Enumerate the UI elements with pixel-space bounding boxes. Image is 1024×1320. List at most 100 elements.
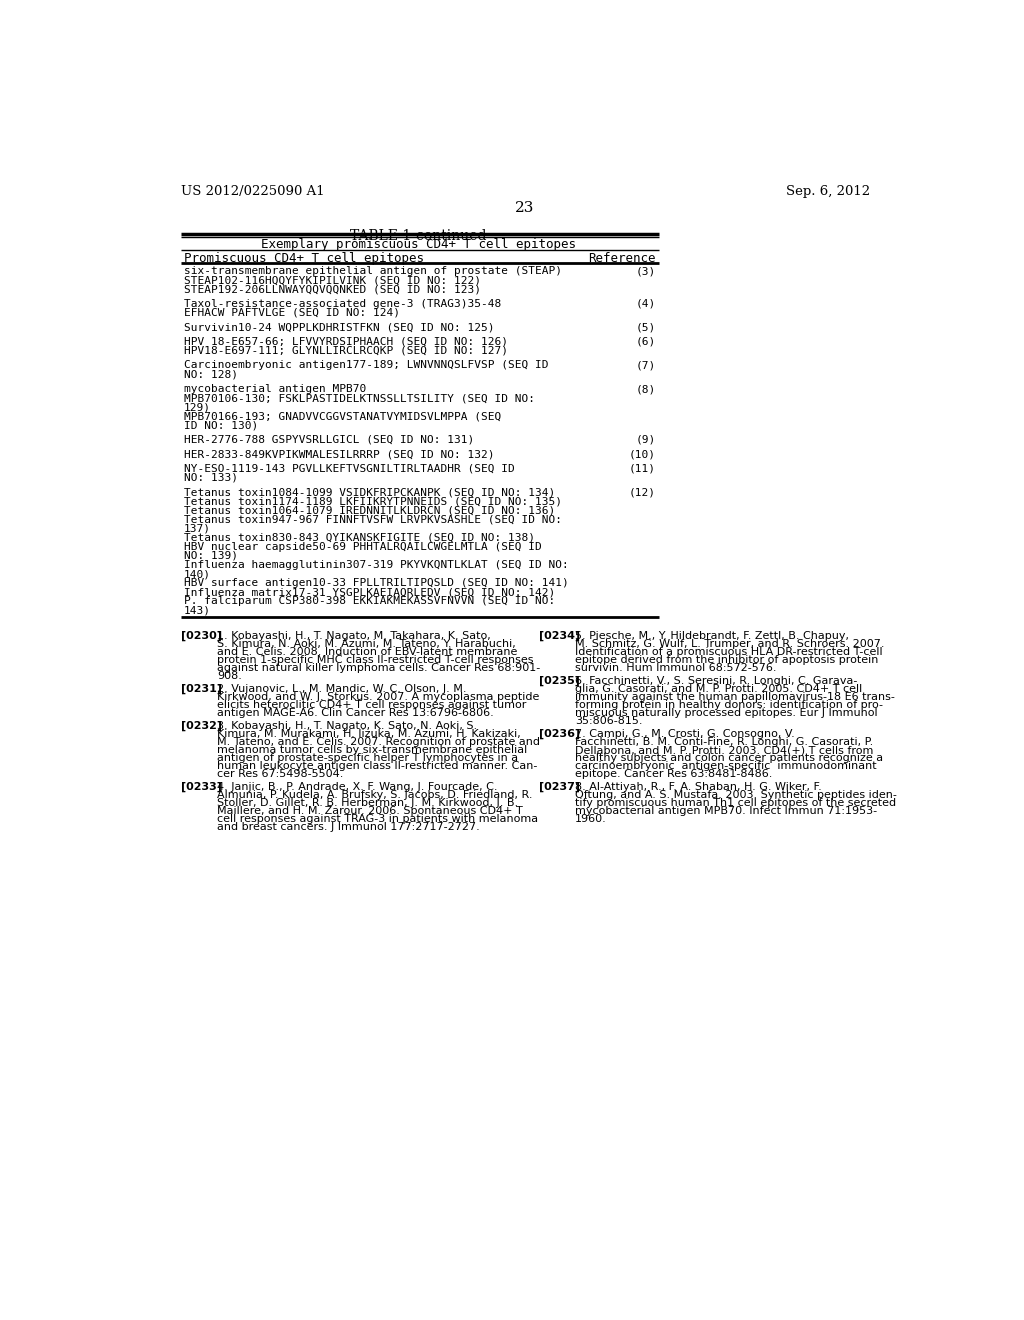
Text: healthy subjects and colon cancer patients recognize a: healthy subjects and colon cancer patien… (575, 754, 884, 763)
Text: carcinoembryonic  antigen-specific  immunodominant: carcinoembryonic antigen-specific immuno… (575, 762, 877, 771)
Text: mycobacterial antigen MPB70: mycobacterial antigen MPB70 (183, 384, 366, 393)
Text: antigen of prostate-specific helper T lymphocytes in a: antigen of prostate-specific helper T ly… (217, 754, 518, 763)
Text: HPV18-E697-111; GLYNLLIRCLRCQKP (SEQ ID NO: 127): HPV18-E697-111; GLYNLLIRCLRCQKP (SEQ ID … (183, 346, 508, 356)
Text: 908.: 908. (217, 671, 242, 681)
Text: US 2012/0225090 A1: US 2012/0225090 A1 (180, 185, 325, 198)
Text: Influenza matrix17-31 YSGPLKAEIAQRLEDV (SEQ ID NO: 142): Influenza matrix17-31 YSGPLKAEIAQRLEDV (… (183, 587, 555, 597)
Text: S. Kimura, N. Aoki, M. Azumi, M. Tateno, Y. Harabuchi,: S. Kimura, N. Aoki, M. Azumi, M. Tateno,… (217, 639, 516, 649)
Text: [0232]: [0232] (180, 721, 222, 731)
Text: cer Res 67:5498-5504.: cer Res 67:5498-5504. (217, 770, 343, 779)
Text: HER-2776-788 GSPYVSRLLGICL (SEQ ID NO: 131): HER-2776-788 GSPYVSRLLGICL (SEQ ID NO: 1… (183, 434, 474, 445)
Text: EFHACW PAFTVLGE (SEQ ID NO: 124): EFHACW PAFTVLGE (SEQ ID NO: 124) (183, 308, 399, 318)
Text: [0236]: [0236] (539, 729, 580, 739)
Text: Survivin10-24 WQPPLKDHRISTFKN (SEQ ID NO: 125): Survivin10-24 WQPPLKDHRISTFKN (SEQ ID NO… (183, 322, 495, 333)
Text: against natural killer lymphoma cells. Cancer Res 68:901-: against natural killer lymphoma cells. C… (217, 663, 541, 673)
Text: 7. Campi, G., M. Crosti, G. Consogno, V.: 7. Campi, G., M. Crosti, G. Consogno, V. (575, 729, 795, 739)
Text: survivin. Hum Immunol 68:572-576.: survivin. Hum Immunol 68:572-576. (575, 663, 776, 673)
Text: Facchinetti, B. M. Conti-Fine, R. Longhi, G. Casorati, P.: Facchinetti, B. M. Conti-Fine, R. Longhi… (575, 737, 873, 747)
Text: elicits heteroclitic CD4+ T cell responses against tumor: elicits heteroclitic CD4+ T cell respons… (217, 700, 526, 710)
Text: HPV 18-E657-66; LFVVYRDSIPHAACH (SEQ ID NO: 126): HPV 18-E657-66; LFVVYRDSIPHAACH (SEQ ID … (183, 337, 508, 347)
Text: TABLE 1-continued: TABLE 1-continued (350, 230, 486, 243)
Text: Exemplary promiscuous CD4+ T cell epitopes: Exemplary promiscuous CD4+ T cell epitop… (261, 239, 577, 252)
Text: 6. Facchinetti, V., S. Seresini, R. Longhi, C. Garava-: 6. Facchinetti, V., S. Seresini, R. Long… (575, 676, 857, 686)
Text: [0235]: [0235] (539, 676, 580, 686)
Text: Maillere, and H. M. Zarour. 2006. Spontaneous CD4+ T: Maillere, and H. M. Zarour. 2006. Sponta… (217, 807, 523, 816)
Text: Taxol-resistance-associated gene-3 (TRAG3)35-48: Taxol-resistance-associated gene-3 (TRAG… (183, 298, 501, 309)
Text: NY-ESO-1119-143 PGVLLKEFTVSGNILTIRLTAADHR (SEQ ID: NY-ESO-1119-143 PGVLLKEFTVSGNILTIRLTAADH… (183, 463, 514, 474)
Text: melanoma tumor cells by six-transmembrane epithelial: melanoma tumor cells by six-transmembran… (217, 744, 527, 755)
Text: mycobacterial antigen MPB70. Infect Immun 71:1953-: mycobacterial antigen MPB70. Infect Immu… (575, 807, 878, 816)
Text: Tetanus toxin947-967 FINNFTVSFW LRVPKVSASHLE (SEQ ID NO:: Tetanus toxin947-967 FINNFTVSFW LRVPKVSA… (183, 515, 562, 524)
Text: 1960.: 1960. (575, 814, 607, 825)
Text: human leukocyte antigen class II-restricted manner. Can-: human leukocyte antigen class II-restric… (217, 762, 538, 771)
Text: Sep. 6, 2012: Sep. 6, 2012 (786, 185, 870, 198)
Text: Tetanus toxin1064-1079 IREDNNITLKLDRCN (SEQ ID NO: 136): Tetanus toxin1064-1079 IREDNNITLKLDRCN (… (183, 506, 555, 516)
Text: epitope derived from the inhibitor of apoptosis protein: epitope derived from the inhibitor of ap… (575, 655, 879, 665)
Text: STEAP192-206LLNWAYQQVQQNKED (SEQ ID NO: 123): STEAP192-206LLNWAYQQVQQNKED (SEQ ID NO: … (183, 284, 481, 294)
Text: 4. Janjic, B., P. Andrade, X. F. Wang, J. Fourcade, C.: 4. Janjic, B., P. Andrade, X. F. Wang, J… (217, 781, 498, 792)
Text: 5. Piesche, M., Y. Hildebrandt, F. Zettl, B. Chapuy,: 5. Piesche, M., Y. Hildebrandt, F. Zettl… (575, 631, 849, 640)
Text: cell responses against TRAG-3 in patients with melanoma: cell responses against TRAG-3 in patient… (217, 814, 539, 825)
Text: [0237]: [0237] (539, 781, 580, 792)
Text: MPB70166-193; GNADVVCGGVSTANATVYMIDSVLMPPA (SEQ: MPB70166-193; GNADVVCGGVSTANATVYMIDSVLMP… (183, 412, 501, 421)
Text: (5): (5) (636, 322, 655, 333)
Text: (6): (6) (636, 337, 655, 347)
Text: ID NO: 130): ID NO: 130) (183, 420, 258, 430)
Text: (11): (11) (629, 463, 655, 474)
Text: (9): (9) (636, 434, 655, 445)
Text: antigen MAGE-A6. Clin Cancer Res 13:6796-6806.: antigen MAGE-A6. Clin Cancer Res 13:6796… (217, 708, 494, 718)
Text: tify promiscuous human Th1 cell epitopes of the secreted: tify promiscuous human Th1 cell epitopes… (575, 799, 896, 808)
Text: 137): 137) (183, 524, 211, 533)
Text: NO: 139): NO: 139) (183, 550, 238, 561)
Text: 23: 23 (515, 201, 535, 215)
Text: NO: 128): NO: 128) (183, 370, 238, 380)
Text: Promiscuous CD4+ T cell epitopes: Promiscuous CD4+ T cell epitopes (183, 252, 424, 264)
Text: Oftung, and A. S. Mustafa. 2003. Synthetic peptides iden-: Oftung, and A. S. Mustafa. 2003. Synthet… (575, 791, 897, 800)
Text: Tetanus toxin1174-1189 LKFIIKRYTPNNEIDS (SEQ ID NO: 135): Tetanus toxin1174-1189 LKFIIKRYTPNNEIDS … (183, 496, 562, 507)
Text: Influenza haemagglutinin307-319 PKYVKQNTLKLAT (SEQ ID NO:: Influenza haemagglutinin307-319 PKYVKQNT… (183, 560, 568, 570)
Text: Kimura, M. Murakami, H. Iizuka, M. Azumi, H. Kakizaki,: Kimura, M. Murakami, H. Iizuka, M. Azumi… (217, 729, 521, 739)
Text: 129): 129) (183, 403, 211, 412)
Text: 143): 143) (183, 606, 211, 615)
Text: Tetanus toxin830-843 QYIKANSKFIGITE (SEQ ID NO: 138): Tetanus toxin830-843 QYIKANSKFIGITE (SEQ… (183, 533, 535, 543)
Text: [0230]: [0230] (180, 631, 221, 642)
Text: (7): (7) (636, 360, 655, 371)
Text: miscuous naturally processed epitopes. Eur J Immunol: miscuous naturally processed epitopes. E… (575, 708, 878, 718)
Text: 8. Al-Attiyah, R., F. A. Shaban, H. G. Wiker, F.: 8. Al-Attiyah, R., F. A. Shaban, H. G. W… (575, 781, 822, 792)
Text: Dellabona, and M. P. Protti. 2003. CD4(+) T cells from: Dellabona, and M. P. Protti. 2003. CD4(+… (575, 744, 873, 755)
Text: [0234]: [0234] (539, 631, 580, 642)
Text: 1. Kobayashi, H., T. Nagato, M. Takahara, K. Sato,: 1. Kobayashi, H., T. Nagato, M. Takahara… (217, 631, 490, 640)
Text: Stoller, D. Gillet, R. B. Herberman, J. M. Kirkwood, J. B.: Stoller, D. Gillet, R. B. Herberman, J. … (217, 799, 518, 808)
Text: and breast cancers. J Immunol 177:2717-2727.: and breast cancers. J Immunol 177:2717-2… (217, 822, 480, 833)
Text: MPB70106-130; FSKLPASTIDELKTNSSLLTSILITY (SEQ ID NO:: MPB70106-130; FSKLPASTIDELKTNSSLLTSILITY… (183, 393, 535, 403)
Text: Reference: Reference (588, 252, 655, 264)
Text: STEAP102-116HQQYFYKIPILVINK (SEQ ID NO: 122): STEAP102-116HQQYFYKIPILVINK (SEQ ID NO: … (183, 276, 481, 285)
Text: six-transmembrane epithelial antigen of prostate (STEAP): six-transmembrane epithelial antigen of … (183, 267, 562, 276)
Text: Almunia, P. Kudela, A. Brufsky, S. Jacobs, D. Friedland, R.: Almunia, P. Kudela, A. Brufsky, S. Jacob… (217, 791, 532, 800)
Text: NO: 133): NO: 133) (183, 473, 238, 483)
Text: 2. Vujanovic, L., M. Mandic, W. C. Olson, J. M.: 2. Vujanovic, L., M. Mandic, W. C. Olson… (217, 684, 467, 694)
Text: HER-2833-849KVPIKWMALESILRRRP (SEQ ID NO: 132): HER-2833-849KVPIKWMALESILRRRP (SEQ ID NO… (183, 449, 495, 459)
Text: immunity against the human papillomavirus-18 E6 trans-: immunity against the human papillomaviru… (575, 692, 895, 702)
Text: (10): (10) (629, 449, 655, 459)
Text: protein 1-specific MHC class II-restricted T-cell responses: protein 1-specific MHC class II-restrict… (217, 655, 534, 665)
Text: (8): (8) (636, 384, 655, 393)
Text: [0231]: [0231] (180, 684, 222, 694)
Text: glia, G. Casorati, and M. P. Protti. 2005. CD4+ T cell: glia, G. Casorati, and M. P. Protti. 200… (575, 684, 862, 694)
Text: HBV surface antigen10-33 FPLLTRILTIPQSLD (SEQ ID NO: 141): HBV surface antigen10-33 FPLLTRILTIPQSLD… (183, 578, 568, 589)
Text: [0233]: [0233] (180, 781, 221, 792)
Text: 3. Kobayashi, H., T. Nagato, K. Sato, N. Aoki, S.: 3. Kobayashi, H., T. Nagato, K. Sato, N.… (217, 721, 477, 731)
Text: forming protein in healthy donors: identification of pro-: forming protein in healthy donors: ident… (575, 700, 883, 710)
Text: and E. Celis. 2008. Induction of EBV-latent membrane: and E. Celis. 2008. Induction of EBV-lat… (217, 647, 517, 657)
Text: Identification of a promiscuous HLA DR-restricted T-cell: Identification of a promiscuous HLA DR-r… (575, 647, 883, 657)
Text: Carcinoembryonic antigen177-189; LWNVNNQSLFVSP (SEQ ID: Carcinoembryonic antigen177-189; LWNVNNQ… (183, 360, 548, 371)
Text: P. falciparum CSP380-398 EKKIAKMEKASSVFNVVN (SEQ ID NO:: P. falciparum CSP380-398 EKKIAKMEKASSVFN… (183, 597, 555, 606)
Text: M. Tateno, and E. Celis. 2007. Recognition of prostate and: M. Tateno, and E. Celis. 2007. Recogniti… (217, 737, 540, 747)
Text: (3): (3) (636, 267, 655, 276)
Text: Kirkwood, and W. J. Storkus. 2007. A mycoplasma peptide: Kirkwood, and W. J. Storkus. 2007. A myc… (217, 692, 540, 702)
Text: 140): 140) (183, 569, 211, 579)
Text: M. Schmitz, G. Wulf, L. Trumper, and R. Schroers. 2007.: M. Schmitz, G. Wulf, L. Trumper, and R. … (575, 639, 885, 649)
Text: epitope. Cancer Res 63:8481-8486.: epitope. Cancer Res 63:8481-8486. (575, 770, 772, 779)
Text: Tetanus toxin1084-1099 VSIDKFRIPCKANPK (SEQ ID NO: 134): Tetanus toxin1084-1099 VSIDKFRIPCKANPK (… (183, 487, 555, 498)
Text: HBV nuclear capside50-69 PHHTALRQAILCWGELMTLA (SEQ ID: HBV nuclear capside50-69 PHHTALRQAILCWGE… (183, 541, 542, 552)
